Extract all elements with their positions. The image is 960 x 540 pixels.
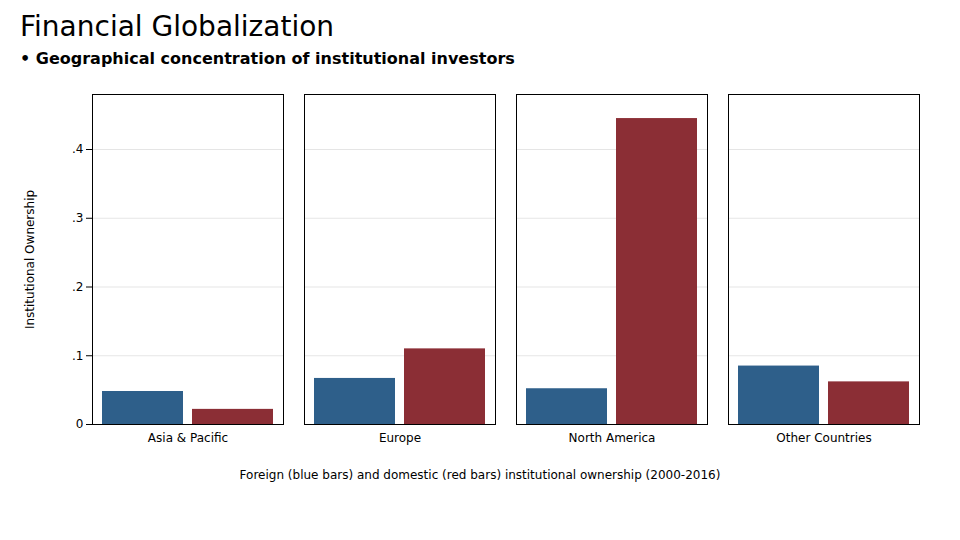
svg-text:.4: .4: [72, 142, 83, 156]
svg-text:Institutional Ownership: Institutional Ownership: [23, 190, 37, 329]
html-text:Foreign (blue bars) and domest: Foreign (blue bars) and domestic (red ba…: [239, 468, 721, 482]
svg-text:.2: .2: [72, 280, 83, 294]
svg-text:Other Countries: Other Countries: [776, 431, 871, 445]
svg-text:.1: .1: [72, 349, 83, 363]
svg-text:.3: .3: [72, 211, 83, 225]
html-text:• Geographical concentration o: • Geographical concentration of institut…: [20, 49, 515, 68]
svg-text:North America: North America: [569, 431, 656, 445]
svg-text:Europe: Europe: [379, 431, 421, 445]
svg-text:0: 0: [76, 417, 84, 431]
html-text:Financial Globalization: Financial Globalization: [20, 10, 335, 43]
svg-text:Asia & Pacific: Asia & Pacific: [148, 431, 228, 445]
